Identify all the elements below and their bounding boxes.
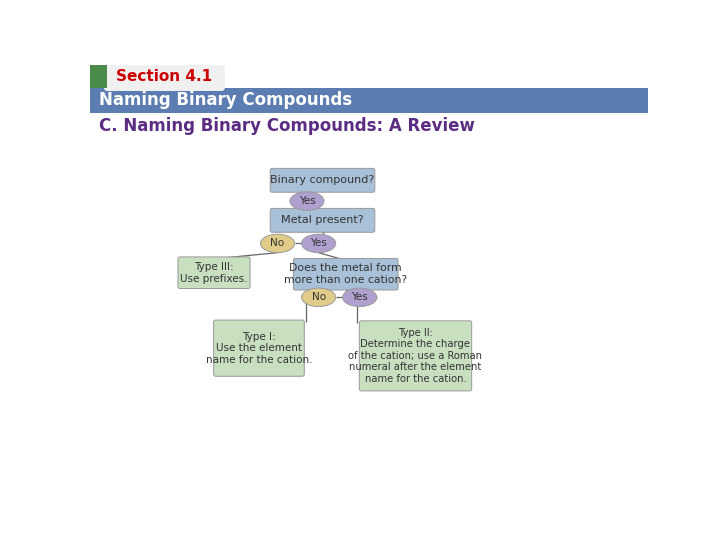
Text: Yes: Yes <box>310 239 327 248</box>
FancyBboxPatch shape <box>104 62 225 91</box>
Text: C. Naming Binary Compounds: A Review: C. Naming Binary Compounds: A Review <box>99 117 475 136</box>
Text: Yes: Yes <box>299 196 315 206</box>
Ellipse shape <box>343 288 377 307</box>
Text: Yes: Yes <box>351 292 368 302</box>
Text: Type I:
Use the element
name for the cation.: Type I: Use the element name for the cat… <box>206 332 312 364</box>
Text: No: No <box>312 292 325 302</box>
Text: Metal present?: Metal present? <box>282 215 364 225</box>
Ellipse shape <box>290 192 324 211</box>
FancyBboxPatch shape <box>359 321 472 391</box>
FancyBboxPatch shape <box>90 65 107 88</box>
FancyBboxPatch shape <box>90 88 648 112</box>
Ellipse shape <box>302 288 336 307</box>
Text: Binary compound?: Binary compound? <box>271 176 374 185</box>
Text: Type III:
Use prefixes.: Type III: Use prefixes. <box>180 262 248 284</box>
Text: Type II:
Determine the charge
of the cation; use a Roman
numeral after the eleme: Type II: Determine the charge of the cat… <box>348 328 482 384</box>
Text: Section 4.1: Section 4.1 <box>117 69 212 84</box>
Ellipse shape <box>261 234 294 253</box>
FancyBboxPatch shape <box>270 208 375 232</box>
FancyBboxPatch shape <box>294 259 398 290</box>
Ellipse shape <box>302 234 336 253</box>
Text: Naming Binary Compounds: Naming Binary Compounds <box>99 91 352 109</box>
Text: No: No <box>271 239 284 248</box>
FancyBboxPatch shape <box>178 257 250 288</box>
Text: Does the metal form
more than one cation?: Does the metal form more than one cation… <box>284 264 408 285</box>
FancyBboxPatch shape <box>214 320 305 376</box>
FancyBboxPatch shape <box>270 168 375 192</box>
